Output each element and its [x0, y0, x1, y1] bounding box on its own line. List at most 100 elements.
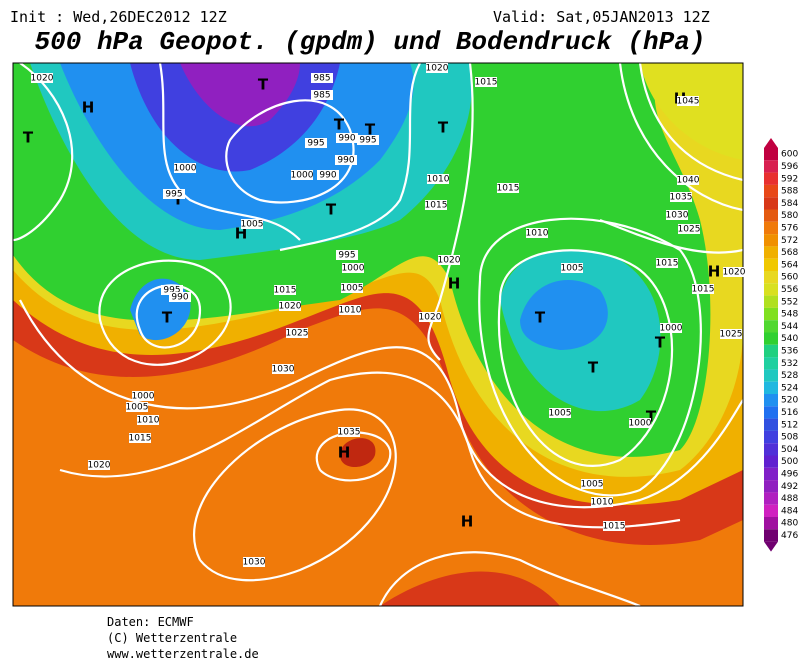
- isobar-label-bg: [291, 170, 313, 180]
- pressure-center: T: [23, 129, 34, 147]
- isobar-label-bg: [475, 77, 497, 87]
- colorbar-label: 556: [781, 285, 798, 295]
- isobar-label-bg: [603, 521, 625, 531]
- isobar-label-bg: [670, 192, 692, 202]
- isobar-label-bg: [678, 224, 700, 234]
- isobar-label: 1005: [561, 264, 584, 274]
- pressure-center: H: [708, 263, 721, 281]
- isobar-label: 995: [338, 251, 355, 261]
- pressure-center: T: [438, 119, 449, 137]
- isobar-label-bg: [427, 174, 449, 184]
- isobar-label-bg: [241, 219, 263, 229]
- isobar-label: 1015: [656, 259, 679, 269]
- colorbar-swatch: [764, 209, 778, 222]
- isobar-label-bg: [591, 497, 613, 507]
- isobar-label-bg: [311, 73, 333, 83]
- colorbar-swatch: [764, 307, 778, 321]
- colorbar-swatch: [764, 172, 778, 185]
- isobar-label: 1000: [629, 419, 652, 429]
- isobar-label: 1030: [666, 211, 689, 221]
- isobar-label: 985: [313, 91, 330, 101]
- isobar-label: 1020: [419, 313, 442, 323]
- colorbar-swatch: [764, 480, 778, 493]
- pressure-center: T: [535, 309, 546, 327]
- isobar-label-bg: [161, 285, 183, 295]
- pressure-center: H: [338, 444, 351, 462]
- colorbar-swatch: [764, 517, 778, 530]
- colorbar-label: 512: [781, 420, 798, 430]
- isobar-label: 995: [163, 286, 180, 296]
- isobar-label: 1035: [670, 193, 693, 203]
- isobar-label-bg: [425, 200, 447, 210]
- colorbar-swatch: [764, 504, 778, 517]
- map-labels: HTTTTTTHTTTTTTHHHHH102098598599599099599…: [23, 63, 746, 568]
- isobar-label: 995: [165, 190, 182, 200]
- isobar-label: 1000: [132, 392, 155, 402]
- colorbar-swatch: [764, 529, 778, 542]
- isobar-label: 1020: [279, 302, 302, 312]
- isobar-label: 995: [359, 136, 376, 146]
- colorbar-swatch: [764, 332, 778, 345]
- pressure-center: H: [448, 275, 461, 293]
- isobar-label-bg: [31, 73, 53, 83]
- colorbar-swatch: [764, 381, 778, 394]
- isobar-label-bg: [581, 479, 603, 489]
- colorbar-label: 560: [781, 273, 798, 283]
- colorbar-label: 520: [781, 396, 798, 406]
- colorbar-label: 564: [781, 260, 798, 270]
- map-area: [13, 63, 743, 606]
- colorbar-swatch: [764, 430, 778, 444]
- colorbar-label: 592: [781, 174, 798, 184]
- pressure-center: H: [82, 99, 95, 117]
- isobar-label-bg: [656, 258, 678, 268]
- init-time: Init : Wed,26DEC2012 12Z: [10, 8, 227, 26]
- isobar-label: 1015: [692, 285, 715, 295]
- isobar-label: 1010: [526, 229, 549, 239]
- isobar-label-bg: [88, 460, 110, 470]
- isobar-label-bg: [692, 284, 714, 294]
- isobar-label: 1020: [31, 74, 54, 84]
- pressure-center: T: [258, 76, 269, 94]
- isobar-label: 1010: [591, 498, 614, 508]
- isobar-label: 1020: [426, 64, 449, 74]
- isobar-label-bg: [243, 557, 265, 567]
- colorbar-swatch: [764, 148, 778, 161]
- colorbar-swatch: [764, 492, 778, 505]
- isobar-label-bg: [126, 402, 148, 412]
- isobar-label: 1010: [339, 306, 362, 316]
- isobar-label-bg: [497, 183, 519, 193]
- isobar-label-bg: [419, 312, 441, 322]
- isobar-label-bg: [338, 427, 360, 437]
- isobar-label-bg: [677, 96, 699, 106]
- isobar-label-bg: [660, 323, 682, 333]
- isobar-label-bg: [274, 285, 296, 295]
- colorbar-label: 504: [781, 445, 798, 455]
- colorbar-swatch: [764, 197, 778, 210]
- isobar-label-bg: [272, 364, 294, 374]
- pressure-center: T: [646, 408, 657, 426]
- map-title: 500 hPa Geopot. (gpdm) und Bodendruck (h…: [35, 27, 706, 57]
- colorbar-swatch: [764, 283, 778, 296]
- colorbar-swatch: [764, 160, 778, 173]
- colorbar-label: 572: [781, 236, 798, 246]
- colorbar-label: 540: [781, 334, 798, 344]
- isobar-label-bg: [305, 138, 327, 148]
- colorbar-swatch: [764, 369, 778, 382]
- isobar-label-bg: [677, 175, 699, 185]
- isobar-label-bg: [426, 63, 448, 73]
- colorbar-swatch: [764, 443, 778, 456]
- colorbar-swatch: [764, 394, 778, 407]
- colorbar-cap: [764, 138, 778, 148]
- colorbar-label: 596: [781, 162, 798, 172]
- valid-time: Valid: Sat,05JAN2013 12Z: [493, 8, 710, 26]
- isobar-label: 1035: [338, 428, 361, 438]
- isobar-label: 1020: [723, 268, 746, 278]
- isobar-label-bg: [561, 263, 583, 273]
- isobar-label-bg: [137, 415, 159, 425]
- colorbar-swatch: [764, 184, 778, 198]
- colorbar-swatch: [764, 418, 778, 431]
- isobar-label-bg: [720, 329, 742, 339]
- isobar-label: 1030: [243, 558, 266, 568]
- pressure-center: T: [173, 191, 184, 209]
- isobar-label-bg: [339, 305, 361, 315]
